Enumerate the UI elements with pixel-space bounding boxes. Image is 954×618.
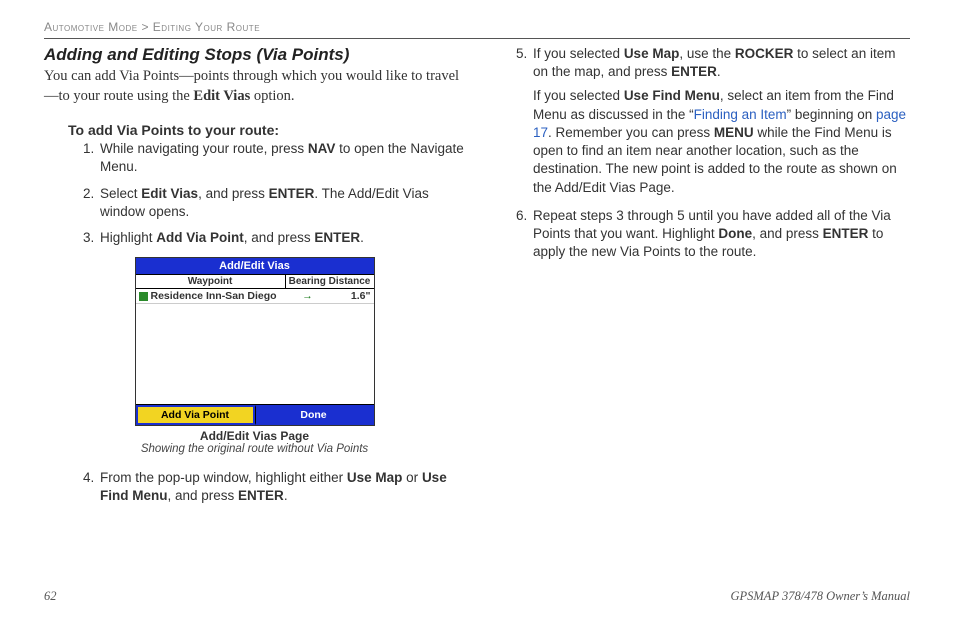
step-5: If you selected Use Map, use the ROCKER … (531, 45, 910, 197)
right-column: If you selected Use Map, use the ROCKER … (489, 45, 910, 514)
step-2: Select Edit Vias, and press ENTER. The A… (98, 185, 465, 221)
breadcrumb-section: Automotive Mode (44, 20, 138, 34)
device-col-bearing-distance: Bearing Distance (286, 275, 374, 288)
step-3: Highlight Add Via Point, and press ENTER… (98, 229, 465, 247)
breadcrumb-sep: > (141, 20, 149, 34)
screenshot-caption-italic: Showing the original route without Via P… (44, 443, 465, 455)
device-add-via-point-button: Add Via Point (136, 405, 255, 425)
xref-finding-item[interactable]: Finding an Item (694, 107, 787, 122)
device-screenshot: Add/Edit Vias Waypoint Bearing Distance … (44, 257, 465, 455)
device-row-waypoint: Residence Inn-San Diego (136, 289, 286, 303)
intro-para: You can add Via Points—points through wh… (44, 67, 465, 106)
section-heading: Adding and Editing Stops (Via Points) (44, 45, 465, 65)
breadcrumb: Automotive Mode > Editing Your Route (44, 20, 910, 38)
breadcrumb-sub: Editing Your Route (153, 20, 260, 34)
top-rule (44, 38, 910, 39)
page-footer: 62 GPSMAP 378/478 Owner’s Manual (44, 589, 910, 604)
device-title: Add/Edit Vias (136, 258, 374, 275)
device-row-distance: 1.6" (330, 289, 374, 303)
device-row-bearing: → (286, 289, 330, 303)
screenshot-caption-bold: Add/Edit Vias Page (44, 429, 465, 443)
intro-bold: Edit Vias (193, 88, 250, 104)
left-column: Adding and Editing Stops (Via Points) Yo… (44, 45, 465, 514)
intro-post: option. (250, 88, 294, 104)
device-body-empty (136, 304, 374, 404)
device-done-button: Done (255, 405, 374, 425)
waypoint-flag-icon (139, 292, 148, 301)
step-4: From the pop-up window, highlight either… (98, 469, 465, 505)
subheading: To add Via Points to your route: (68, 122, 465, 138)
device-col-waypoint: Waypoint (136, 275, 286, 288)
step-6: Repeat steps 3 through 5 until you have … (531, 207, 910, 262)
step-1: While navigating your route, press NAV t… (98, 140, 465, 176)
manual-title: GPSMAP 378/478 Owner’s Manual (730, 589, 910, 604)
page-number: 62 (44, 589, 57, 604)
